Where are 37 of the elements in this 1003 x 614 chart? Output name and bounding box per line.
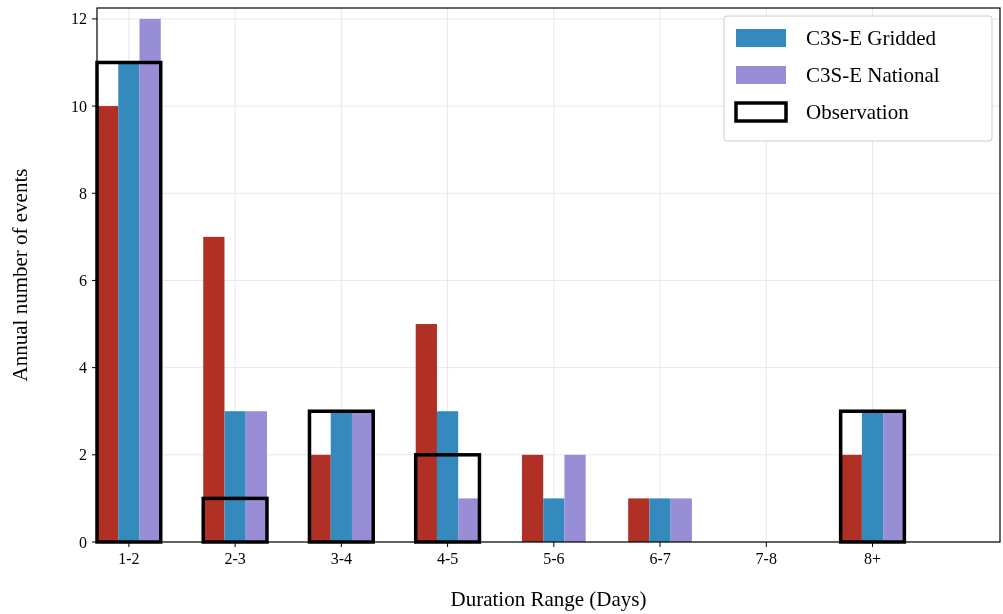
bar: [840, 454, 862, 542]
x-tick-label: 1-2: [118, 550, 140, 567]
x-axis-title: Duration Range (Days): [450, 587, 647, 611]
bar: [118, 62, 140, 542]
y-tick-label: 8: [79, 184, 87, 202]
y-tick-label: 6: [79, 272, 87, 290]
bar: [436, 411, 459, 542]
y-tick-label: 12: [71, 10, 87, 28]
bar: [224, 411, 246, 542]
bar: [670, 498, 692, 542]
bar: [628, 498, 650, 542]
x-tick-label: 8+: [864, 550, 882, 567]
legend-label: Observation: [806, 100, 910, 125]
bar: [139, 18, 161, 542]
y-tick-label: 10: [71, 97, 87, 115]
legend-label: C3S-E National: [806, 63, 940, 88]
x-tick-label: 6-7: [649, 550, 671, 567]
y-tick-label: 0: [79, 533, 87, 551]
bar: [564, 454, 586, 542]
x-tick-label: 2-3: [224, 550, 246, 567]
bar: [543, 498, 565, 542]
bar: [861, 411, 884, 542]
legend-label: C3S-E Gridded: [806, 26, 937, 51]
bar: [245, 411, 267, 542]
bar: [883, 411, 905, 542]
y-axis-title: Annual number of events: [8, 168, 32, 382]
bar: [330, 411, 352, 542]
bar: [649, 498, 671, 542]
bar: [203, 236, 225, 542]
bar: [521, 454, 544, 542]
bar: [415, 324, 437, 542]
x-tick-label: 4-5: [436, 550, 459, 567]
y-tick-label: 4: [79, 359, 87, 377]
x-tick-label: 5-6: [543, 550, 565, 567]
y-tick-label: 2: [79, 446, 87, 464]
x-tick-label: 7-8: [755, 550, 777, 567]
x-tick-label: 3-4: [330, 550, 353, 567]
